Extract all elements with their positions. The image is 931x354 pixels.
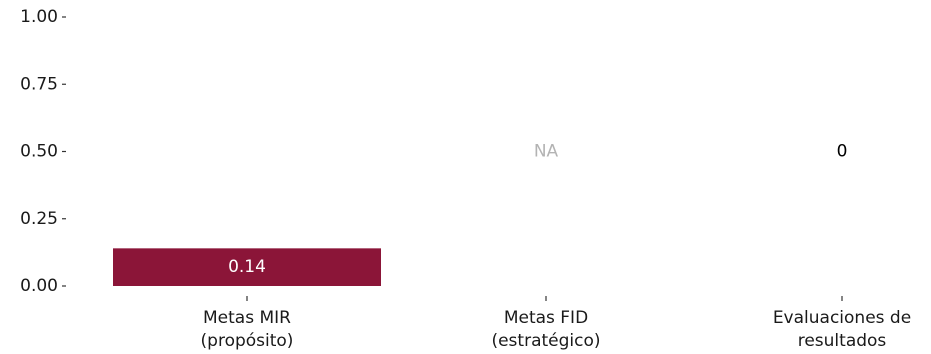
x-tick-label: resultados <box>798 331 887 351</box>
value-labels: 0.14 NA 0 <box>228 142 847 278</box>
x-axis: Metas MIR (propósito) Metas FID (estratégic… <box>201 296 911 351</box>
x-tick-label: Metas FID <box>504 308 588 328</box>
data-label: NA <box>534 142 559 162</box>
x-tick-label: (propósito) <box>201 331 294 351</box>
x-tick-label: Metas MIR <box>203 308 291 328</box>
y-tick-label: 0.50 <box>20 142 58 162</box>
y-tick-label: 1.00 <box>20 7 58 27</box>
bars <box>113 248 381 286</box>
y-tick-label: 0.75 <box>20 74 58 94</box>
data-label: 0 <box>837 142 848 162</box>
x-tick-label: (estratégico) <box>491 331 600 351</box>
y-tick-label: 0.25 <box>20 209 58 229</box>
x-tick-label: Evaluaciones de <box>773 308 911 328</box>
bar <box>113 248 381 286</box>
y-tick-label: 0.00 <box>20 276 58 296</box>
y-axis: 0.00 0.25 0.50 0.75 1.00 <box>20 7 66 296</box>
data-label: 0.14 <box>228 257 266 277</box>
